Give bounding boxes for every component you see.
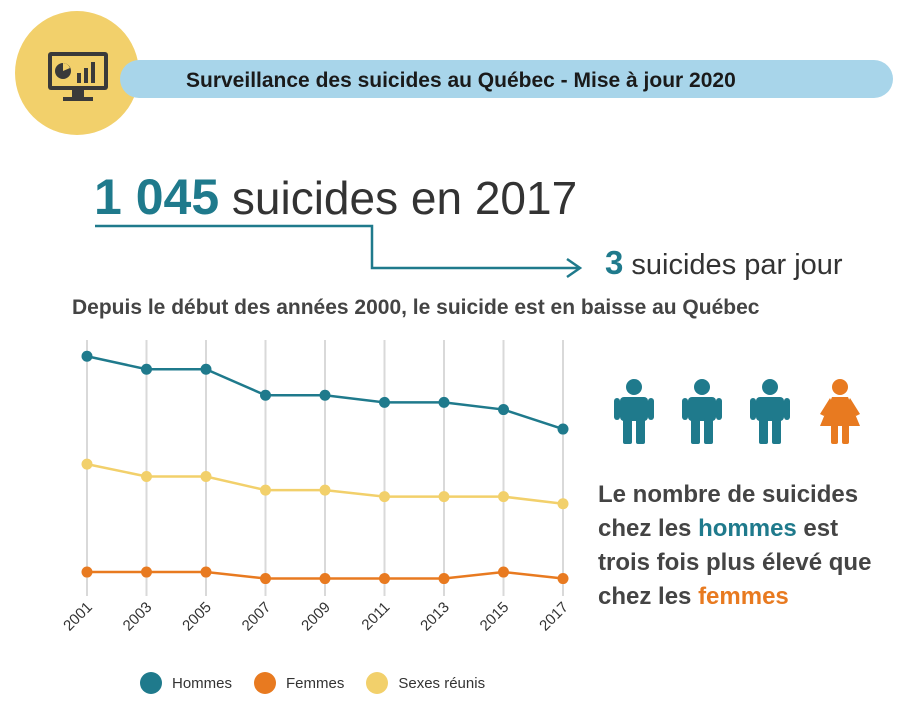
- legend-label-femmes: Femmes: [286, 674, 345, 692]
- point-hommes-2017: [557, 423, 569, 435]
- legend-label-sexes: Sexes réunis: [398, 674, 486, 692]
- point-hommes-2015: [498, 404, 509, 416]
- point-hommes-2013: [438, 396, 450, 408]
- x-tick-label: 2009: [298, 599, 334, 635]
- x-tick-label: 2017: [536, 599, 572, 635]
- monitor-chart-icon: [48, 52, 108, 101]
- legend-item-hommes: Hommes: [140, 672, 232, 694]
- point-femmes-2009: [319, 573, 331, 585]
- point-hommes-2005: [200, 363, 212, 375]
- info-line-3: trois fois plus élevé que: [598, 549, 872, 576]
- point-sexes-r-unis-2003: [141, 471, 152, 482]
- point-sexes-r-unis-2013: [438, 491, 450, 503]
- point-sexes-r-unis-2001: [81, 458, 93, 470]
- point-femmes-2017: [557, 573, 569, 585]
- point-femmes-2005: [200, 566, 212, 578]
- point-femmes-2013: [438, 573, 450, 585]
- headline: 1 045 suicides en 2017: [94, 168, 577, 226]
- point-hommes-2001: [81, 350, 93, 362]
- connector-arrow: [95, 224, 583, 279]
- headline-text: suicides en 2017: [219, 172, 578, 224]
- legend-swatch-femmes: [254, 672, 277, 694]
- point-hommes-2009: [319, 389, 331, 401]
- point-sexes-r-unis-2007: [260, 484, 271, 496]
- point-hommes-2011: [379, 396, 390, 408]
- legend-swatch-sexes: [366, 672, 389, 694]
- legend-item-femmes: Femmes: [254, 672, 344, 694]
- people-icons: [614, 379, 860, 444]
- header-banner: [120, 60, 893, 98]
- point-sexes-r-unis-2011: [379, 491, 390, 503]
- point-sexes-r-unis-2009: [319, 484, 331, 496]
- per-day-text: suicides par jour: [623, 249, 843, 281]
- legend-item-sexes: Sexes réunis: [366, 672, 485, 694]
- per-day-stat: 3 suicides par jour: [605, 244, 843, 282]
- point-hommes-2007: [260, 389, 271, 401]
- point-sexes-r-unis-2017: [557, 498, 569, 510]
- point-femmes-2003: [141, 566, 152, 578]
- page-title: Surveillance des suicides au Québec - Mi…: [186, 69, 736, 92]
- point-femmes-2015: [498, 566, 509, 578]
- info-line-4a: chez les: [598, 583, 699, 610]
- x-tick-label: 2015: [477, 599, 513, 635]
- point-sexes-r-unis-2005: [200, 471, 212, 482]
- x-tick-label: 2003: [120, 599, 156, 635]
- info-hommes: hommes: [698, 515, 797, 542]
- info-line-2b: est: [796, 515, 839, 542]
- x-tick-label: 2011: [358, 599, 393, 634]
- x-tick-label: 2005: [179, 599, 215, 635]
- legend-label-hommes: Hommes: [172, 674, 233, 692]
- info-line-2a: chez les: [598, 515, 699, 542]
- point-femmes-2011: [379, 573, 390, 585]
- per-day-number: 3: [605, 244, 624, 281]
- point-hommes-2003: [141, 363, 152, 375]
- line-chart: 2001 2003 2005 2007 2009 2011 2013 2015 2017: [60, 340, 572, 635]
- man-icon: [614, 379, 654, 444]
- x-tick-label: 2001: [60, 599, 96, 635]
- info-text: Le nombre de suicides chez les hommes es…: [598, 478, 888, 614]
- headline-number: 1 045: [94, 169, 220, 225]
- man-icon: [682, 379, 722, 444]
- info-line-2: chez les hommes est: [598, 512, 888, 546]
- info-femmes: femmes: [698, 583, 789, 610]
- logo-badge: [15, 11, 139, 135]
- info-line-4: chez les femmes: [598, 580, 888, 614]
- x-tick-label: 2013: [417, 599, 453, 635]
- woman-icon: [820, 379, 860, 444]
- legend-swatch-hommes: [140, 672, 162, 694]
- point-femmes-2001: [81, 566, 93, 578]
- man-icon: [750, 379, 790, 444]
- x-tick-label: 2007: [239, 599, 275, 635]
- chart-legend: Hommes Femmes Sexes réunis: [140, 672, 485, 694]
- info-line-1: Le nombre de suicides: [598, 481, 859, 508]
- chart-subtitle: Depuis le début des années 2000, le suic…: [72, 296, 760, 319]
- point-femmes-2007: [260, 573, 271, 585]
- point-sexes-r-unis-2015: [498, 491, 509, 503]
